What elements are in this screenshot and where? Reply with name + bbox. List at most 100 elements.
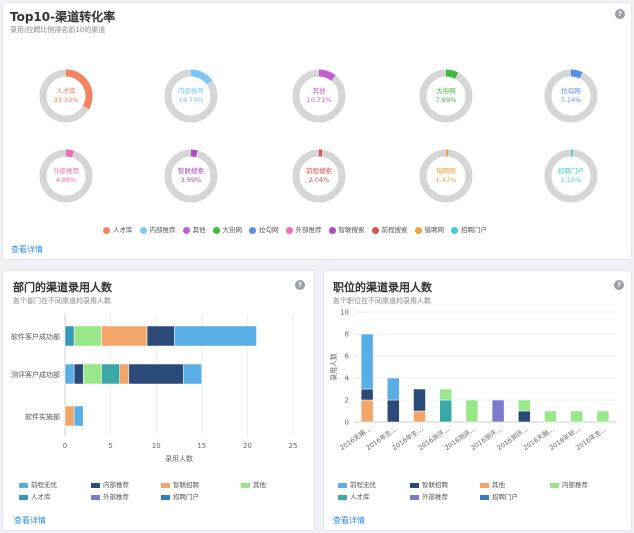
legend-swatch: [212, 226, 220, 234]
donut-percent: 33.33%: [53, 96, 79, 104]
legend-item[interactable]: 外部推荐: [91, 491, 129, 501]
legend-label: 智联招聘: [173, 481, 199, 489]
view-details-link[interactable]: 查看详情: [14, 516, 46, 525]
y-category-label: 软件客户成功部: [11, 332, 60, 341]
donut-arc: [544, 69, 598, 123]
bar-segment: [64, 363, 75, 385]
legend-swatch: [161, 482, 170, 488]
legend-item[interactable]: 前程无忧: [338, 479, 376, 489]
position-channel-card: 职位的渠道录用人数 各个职位在不同渠道的录用人数 ? 0 2 4 6 8 10 录用人数 20…: [323, 270, 632, 531]
column-segment: [465, 399, 479, 423]
y-tick-label: 8: [345, 331, 349, 339]
legend-item[interactable]: 前程搜索: [371, 224, 408, 234]
donut-percent: 1.15%: [560, 176, 582, 184]
y-tick-label: 4: [345, 375, 350, 383]
column-segment: [491, 399, 505, 423]
bar-segment: [101, 363, 120, 385]
legend-item[interactable]: 人才库: [103, 224, 133, 234]
legend-swatch: [139, 226, 147, 234]
donut-percent: 7.69%: [435, 96, 457, 104]
donut-3[interactable]: 其他 10.71%: [286, 63, 352, 129]
legend-label: 其他: [492, 481, 505, 489]
legend-item[interactable]: 外部推荐: [285, 224, 322, 234]
donut-9[interactable]: 猎聘网 1.47%: [413, 143, 479, 209]
legend-item[interactable]: 大街网: [212, 224, 242, 234]
legend-item[interactable]: 人才库: [338, 491, 370, 501]
bar-segment: [82, 363, 102, 385]
legend-label: 拉勾网: [259, 226, 279, 234]
legend-swatch: [371, 226, 379, 234]
column-segment: [387, 377, 400, 401]
help-icon[interactable]: ?: [614, 280, 624, 290]
legend-swatch: [480, 494, 489, 500]
legend-item[interactable]: 智联搜索: [328, 224, 365, 234]
bar-segment: [146, 325, 175, 347]
legend-item[interactable]: 智联招聘: [410, 479, 448, 489]
legend-item[interactable]: 前程无忧: [19, 479, 57, 489]
donut-arc: [292, 69, 346, 123]
legend-swatch: [91, 494, 100, 500]
legend-item[interactable]: 人才库: [19, 491, 51, 501]
legend-label: 智联招聘: [422, 481, 448, 489]
donut-2[interactable]: 内部推荐 14.79%: [158, 63, 224, 129]
pos-legend: 前程无忧 智联招聘 其他 内部推荐人才库 外部推荐 招聘门户: [338, 479, 628, 503]
legend-item[interactable]: 招聘门户: [161, 491, 199, 501]
top10-conversion-card: Top10-渠道转化率 录用/应聘比例排名前10的渠道 ? 人才库 33.33% 内…: [2, 2, 632, 260]
view-details-link[interactable]: 查看详情: [333, 516, 365, 525]
donut-1[interactable]: 人才库 33.33%: [33, 63, 99, 129]
legend-item[interactable]: 招聘门户: [451, 224, 487, 234]
x-tick-label: 10: [152, 442, 161, 450]
pos-subtitle: 各个职位在不同渠道的录用人数: [333, 297, 431, 305]
column-segment: [360, 388, 374, 401]
column-segment: [439, 399, 452, 423]
help-icon[interactable]: ?: [295, 280, 305, 290]
donut-arc: [419, 69, 473, 123]
donut-5[interactable]: 拉勾网 7.14%: [538, 63, 604, 129]
legend-label: 其他: [253, 481, 266, 489]
donut-label: 大街网: [436, 87, 456, 95]
column-segment: [439, 388, 452, 401]
bar-segment: [73, 363, 84, 385]
legend-item[interactable]: 拉勾网: [249, 224, 279, 234]
bar-segment: [64, 405, 75, 427]
legend-swatch: [338, 482, 347, 488]
dept-subtitle: 各个部门在不同渠道的录用人数: [13, 297, 111, 305]
legend-swatch: [182, 226, 190, 234]
donut-10[interactable]: 招聘门户 1.15%: [538, 143, 604, 209]
donut-6[interactable]: 外部推荐 4.88%: [33, 143, 99, 209]
donut-label: 人才库: [56, 87, 76, 95]
legend-label: 招聘门户: [173, 493, 199, 501]
donut-label: 招聘门户: [558, 167, 584, 175]
legend-item[interactable]: 外部推荐: [410, 491, 448, 501]
donut-4[interactable]: 大街网 7.69%: [413, 63, 479, 129]
legend-swatch: [451, 226, 458, 234]
legend-item[interactable]: 其他: [241, 479, 266, 489]
legend-label: 招聘门户: [492, 493, 518, 501]
help-icon[interactable]: ?: [615, 9, 625, 19]
donut-label: 内部推荐: [178, 87, 204, 95]
donut-7[interactable]: 智联搜索 3.99%: [158, 143, 224, 209]
legend-swatch: [249, 226, 256, 234]
donut-arc: [39, 149, 93, 203]
bar-segment: [174, 325, 257, 347]
legend-item[interactable]: 内部推荐: [139, 224, 176, 234]
legend-item[interactable]: 内部推荐: [91, 479, 129, 489]
donut-8[interactable]: 前程搜索 2.04%: [286, 143, 352, 209]
x-tick-label: 25: [289, 442, 298, 450]
legend-item[interactable]: 智联招聘: [161, 479, 199, 489]
donut-percent: 14.79%: [178, 96, 204, 104]
x-tick-label: 20: [243, 442, 252, 450]
donut-percent: 3.99%: [180, 176, 202, 184]
legend-label: 招聘门户: [461, 226, 487, 234]
legend-item[interactable]: 内部推荐: [550, 479, 588, 489]
legend-item[interactable]: 其他: [182, 224, 206, 234]
view-details-link[interactable]: 查看详情: [11, 245, 43, 254]
x-tick-label: 0: [63, 442, 67, 450]
legend-label: 内部推荐: [149, 226, 176, 234]
donut-arc: [544, 149, 598, 203]
channel-legend: 人才库 内部推荐 其他 大街网 拉勾网 外部推荐 智联搜索 前程搜索 猎聘网 招聘门户: [103, 224, 494, 234]
legend-item[interactable]: 猎聘网: [414, 224, 444, 234]
legend-item[interactable]: 其他: [480, 479, 505, 489]
donut-label: 前程搜索: [306, 167, 332, 175]
legend-item[interactable]: 招聘门户: [480, 491, 518, 501]
